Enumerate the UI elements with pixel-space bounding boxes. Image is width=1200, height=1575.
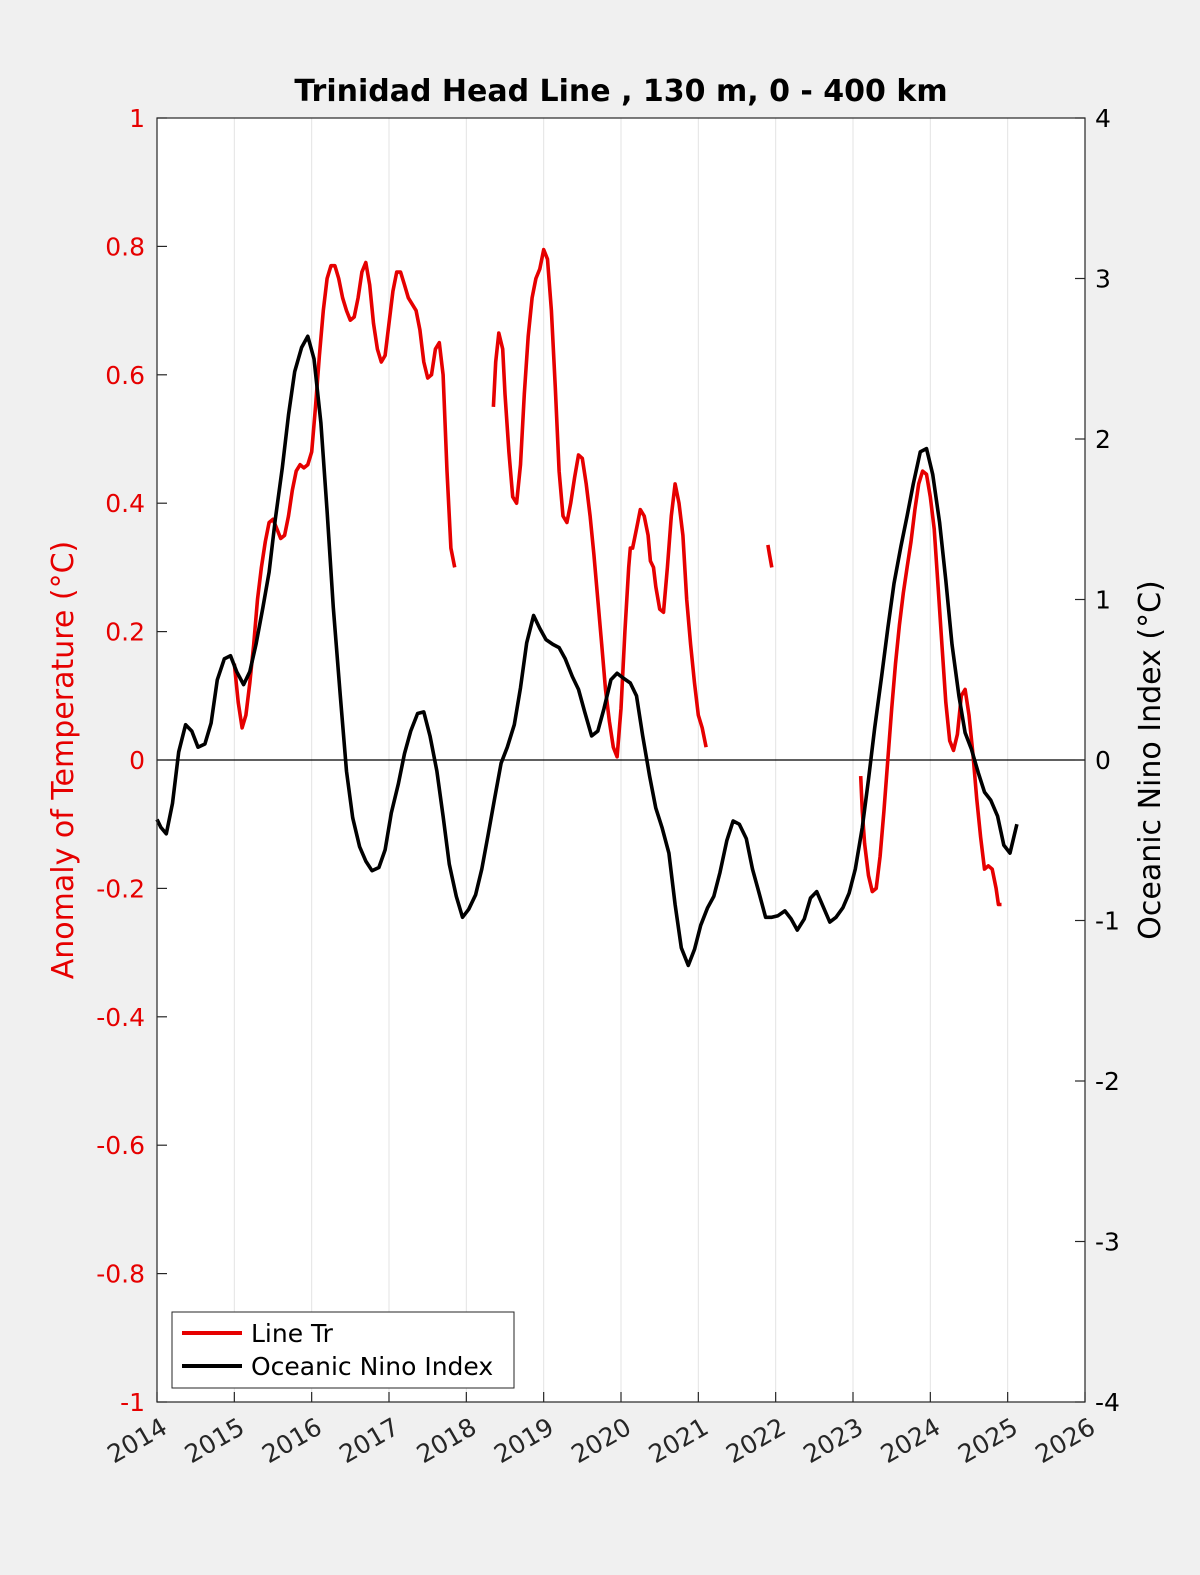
left-y-axis-label: Anomaly of Temperature (°C) — [46, 541, 81, 980]
right-y-tick-label: -2 — [1095, 1067, 1120, 1096]
right-y-tick-label: 4 — [1095, 104, 1111, 133]
series-layer — [155, 247, 1019, 968]
right-y-tick-label: -1 — [1095, 907, 1120, 936]
legend-label-line-tr: Line Tr — [251, 1319, 334, 1348]
left-y-tick-label: 1 — [129, 104, 145, 133]
series-line-line-tr — [232, 260, 457, 730]
right-y-tick-label: 1 — [1095, 586, 1111, 615]
right-y-tick-label: 2 — [1095, 425, 1111, 454]
left-y-tick-label: -0.6 — [96, 1131, 145, 1160]
left-y-tick-label: 0.4 — [105, 489, 145, 518]
left-y-tick-label: 0.8 — [105, 232, 145, 261]
right-y-tick-label: 3 — [1095, 265, 1111, 294]
legend: Line Tr Oceanic Nino Index — [171, 1311, 515, 1389]
left-y-tick-label: 0.6 — [105, 361, 145, 390]
series-line-line-tr — [766, 544, 774, 568]
left-y-tick-label: 0 — [129, 746, 145, 775]
legend-box — [171, 1311, 515, 1389]
chart-title: Trinidad Head Line , 130 m, 0 - 400 km — [294, 74, 947, 109]
series-line-oceanic-nino-index — [155, 334, 1019, 968]
right-y-axis-label: Oceanic Nino Index (°C) — [1133, 580, 1168, 940]
left-y-tick-label: 0.2 — [105, 618, 145, 647]
left-y-tick-label: -0.4 — [96, 1003, 145, 1032]
legend-label-oni: Oceanic Nino Index — [251, 1352, 493, 1381]
left-y-axis: 1 0.8 0.6 0.4 0.2 0 -0.2 -0.4 -0.6 -0.8 -1 — [96, 104, 167, 1417]
series-line-line-tr — [858, 469, 1002, 907]
right-y-tick-label: 0 — [1095, 746, 1111, 775]
right-y-tick-label: -4 — [1095, 1388, 1120, 1417]
left-y-tick-label: -1 — [120, 1388, 145, 1417]
right-y-axis: 4 3 2 1 0 -1 -2 -3 -4 — [1075, 104, 1120, 1417]
right-y-tick-label: -3 — [1095, 1228, 1120, 1257]
series-line-line-tr — [491, 247, 708, 759]
left-y-tick-label: -0.8 — [96, 1260, 145, 1289]
left-y-tick-label: -0.2 — [96, 874, 145, 903]
